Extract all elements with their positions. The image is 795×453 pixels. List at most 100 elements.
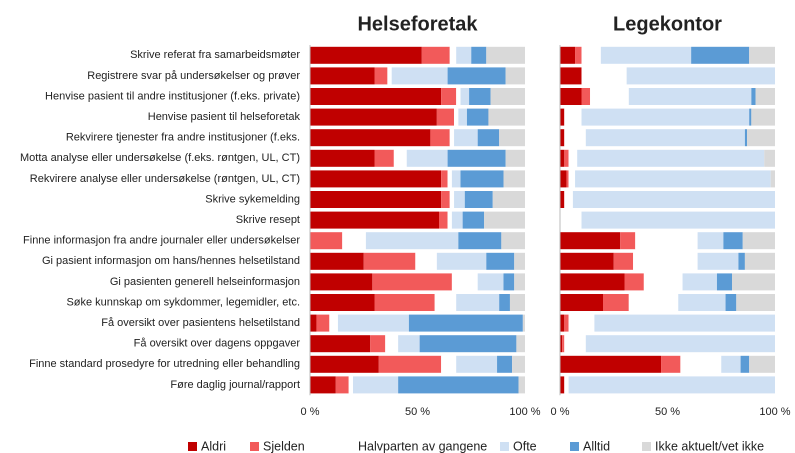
bar-segment <box>626 67 775 85</box>
bar-segment <box>740 355 750 373</box>
bar-segment <box>449 129 455 147</box>
legend-swatch <box>345 442 354 451</box>
bar-segment <box>751 108 775 126</box>
bar-segment <box>594 314 775 332</box>
legend-label: Sjelden <box>263 439 305 453</box>
bar-segment <box>516 335 525 353</box>
bar-segment <box>564 335 586 353</box>
bar-segment <box>393 149 407 167</box>
legend-swatch <box>570 442 579 451</box>
bar-segment <box>749 355 775 373</box>
bar-segment <box>568 376 775 394</box>
category-label: Skrive sykemelding <box>205 193 300 205</box>
bar-segment <box>725 294 737 311</box>
bar-segment <box>447 149 506 167</box>
bar-segment <box>736 294 775 311</box>
category-label: Finne informasjon fra andre journaler el… <box>23 235 300 247</box>
bar-segment <box>738 252 745 270</box>
bar-segment <box>560 170 567 188</box>
bar-segment <box>441 355 457 373</box>
bar-segment <box>581 108 750 126</box>
bar-segment <box>451 273 478 291</box>
bar-segment <box>497 355 513 373</box>
bar-segment <box>434 294 457 311</box>
category-label: Registrere svar på undersøkelser og prøv… <box>87 70 300 82</box>
bar-segment <box>477 129 500 147</box>
bar-segment <box>747 129 775 147</box>
bar-segment <box>310 129 431 147</box>
bar-segment <box>439 211 448 229</box>
bar-segment <box>310 376 336 394</box>
bar-segment <box>447 170 452 188</box>
bar-segment <box>316 314 330 332</box>
bar-segment <box>456 355 498 373</box>
bar-segment <box>499 129 525 147</box>
bar-segment <box>564 129 586 147</box>
category-label: Henvise pasient til helseforetak <box>148 111 301 123</box>
legend-label: Ikke aktuelt/vet ikke <box>655 439 764 453</box>
bar-segment <box>732 273 775 291</box>
bar-segment <box>387 67 392 85</box>
bar-segment <box>744 129 748 147</box>
bar-segment <box>501 232 525 250</box>
x-tick-label: 100 % <box>759 406 790 418</box>
bar-segment <box>370 335 386 353</box>
bar-segment <box>430 129 450 147</box>
bar-segment <box>560 314 565 332</box>
bar-segment <box>505 67 525 85</box>
bar-segment <box>628 88 752 105</box>
bar-segment <box>449 46 457 64</box>
bar-segment <box>490 88 525 105</box>
bar-segment <box>398 376 519 394</box>
bar-segment <box>415 252 437 270</box>
bar-segment <box>374 149 394 167</box>
bar-segment <box>560 232 621 250</box>
bar-segment <box>514 273 525 291</box>
bar-segment <box>406 149 448 167</box>
bar-segment <box>590 88 629 105</box>
bar-segment <box>560 335 563 353</box>
bar-segment <box>310 335 371 353</box>
bar-segment <box>460 88 470 105</box>
bar-segment <box>560 376 565 394</box>
bar-segment <box>560 129 565 147</box>
bar-segment <box>682 273 717 291</box>
bar-segment <box>310 314 317 332</box>
bar-segment <box>585 335 775 353</box>
bar-segment <box>749 108 752 126</box>
bar-segment <box>310 170 442 188</box>
bar-segment <box>522 314 525 332</box>
bar-segment <box>451 211 463 229</box>
bar-segment <box>764 149 775 167</box>
bar-segment <box>568 149 578 167</box>
bar-segment <box>464 191 493 208</box>
bar-segment <box>678 294 726 311</box>
bar-segment <box>391 67 448 85</box>
bar-segment <box>568 314 595 332</box>
bar-segment <box>458 232 502 250</box>
bar-segment <box>723 232 743 250</box>
bar-segment <box>755 88 775 105</box>
bar-segment <box>575 46 582 64</box>
bar-segment <box>560 149 565 167</box>
bar-segment <box>469 88 491 105</box>
bar-segment <box>628 294 679 311</box>
legend-swatch <box>250 442 259 451</box>
bar-segment <box>310 294 375 311</box>
bar-segment <box>310 232 343 250</box>
bar-segment <box>560 273 625 291</box>
bar-segment <box>374 294 435 311</box>
bar-segment <box>436 252 487 270</box>
category-label: Skrive referat fra samarbeidsmøter <box>130 49 300 61</box>
bar-segment <box>572 191 775 208</box>
bar-segment <box>456 46 472 64</box>
bar-segment <box>310 252 364 270</box>
bar-segment <box>581 67 627 85</box>
legend-label: Alltid <box>583 439 610 453</box>
bar-segment <box>575 170 771 188</box>
category-label: Rekvirere analyse eller undersøkelse (rø… <box>30 173 300 185</box>
bar-segment <box>374 67 388 85</box>
bar-segment <box>581 88 591 105</box>
bar-segment <box>691 46 750 64</box>
